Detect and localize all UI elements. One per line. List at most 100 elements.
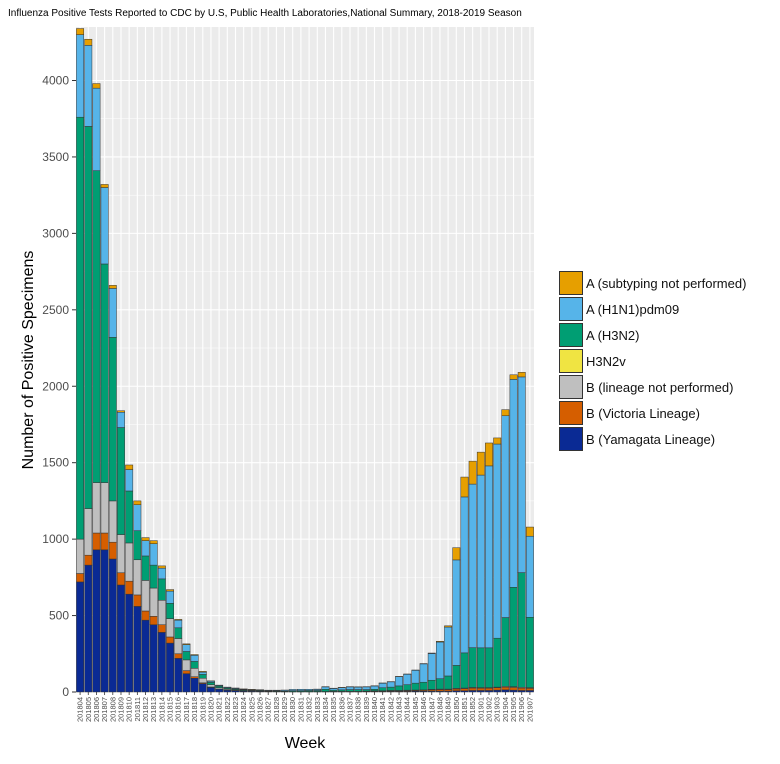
bar-segment-b-yamagata-lineage: [92, 549, 101, 693]
bar-segment-a-h3n2: [509, 587, 518, 687]
bar-segment-b-lineage-not-performed: [125, 542, 134, 582]
bar-segment-a-h3n2: [76, 116, 85, 540]
legend-item: A (H1N1)pdm09: [559, 296, 746, 322]
x-tick-label: 201809: [116, 697, 125, 722]
bar-segment-b-victoria-lineage: [517, 687, 526, 691]
x-tick-label: 201833: [313, 697, 322, 722]
bar-segment-b-yamagata-lineage: [166, 642, 174, 693]
legend-label: B (Victoria Lineage): [586, 405, 700, 421]
bar-segment-a-h1n1-pdm09: [296, 688, 305, 691]
bar-segment-a-subtyping-not-performed: [92, 83, 101, 89]
legend-label: H3N2v: [586, 353, 626, 369]
x-tick-label: 201808: [108, 697, 117, 722]
bar-segment-b-victoria-lineage: [182, 670, 191, 674]
x-tick-label: 201828: [272, 697, 281, 722]
x-tick-label: 201824: [239, 697, 248, 722]
bar-segment-a-h1n1-pdm09: [485, 465, 493, 649]
bar-segment-a-h1n1-pdm09: [125, 469, 134, 492]
x-tick-label: 201842: [386, 697, 395, 722]
bar-segment-a-h1n1-pdm09: [117, 411, 125, 428]
bar-segment-a-h3n2: [419, 681, 428, 691]
bar-segment-b-lineage-not-performed: [207, 684, 215, 688]
y-axis-title: Number of Positive Specimens: [20, 251, 37, 470]
bar-segment-a-h1n1-pdm09: [501, 415, 510, 618]
bar-segment-a-h1n1-pdm09: [468, 483, 477, 648]
x-tick-label: 201825: [247, 697, 256, 722]
bar-segment-b-lineage-not-performed: [174, 638, 183, 655]
y-tick-label: 3500: [42, 150, 69, 164]
bar-segment-a-h1n1-pdm09: [395, 676, 403, 687]
x-tick-label: 201847: [427, 697, 436, 722]
bar-segment-b-victoria-lineage: [149, 616, 158, 625]
legend-item: B (lineage not performed): [559, 374, 746, 400]
bar-segment-b-victoria-lineage: [174, 653, 183, 659]
x-tick-label: 201845: [411, 697, 420, 722]
bar-segment-b-yamagata-lineage: [207, 687, 215, 693]
bar-segment-a-subtyping-not-performed: [117, 410, 125, 413]
bar-segment-a-h1n1-pdm09: [403, 674, 412, 685]
x-tick-label: 201817: [182, 697, 191, 722]
bar-segment-b-yamagata-lineage: [117, 584, 125, 693]
bar-segment-b-lineage-not-performed: [149, 587, 158, 617]
bar-segment-a-h3n2: [346, 689, 354, 692]
bar-segment-a-h3n2: [149, 564, 158, 589]
bar-segment-b-yamagata-lineage: [182, 673, 191, 693]
x-tick-label: 201850: [452, 697, 461, 722]
bar-segment-b-victoria-lineage: [125, 580, 134, 595]
bar-segment-a-subtyping-not-performed: [182, 643, 191, 645]
x-tick-label: 201815: [166, 697, 175, 722]
x-tick-label: 201823: [231, 697, 240, 722]
bar-segment-b-victoria-lineage: [84, 554, 93, 566]
bar-segment-a-subtyping-not-performed: [76, 28, 85, 35]
bar-segment-a-h1n1-pdm09: [362, 686, 371, 690]
x-tick-label: 201827: [264, 697, 273, 722]
bar-segment-b-yamagata-lineage: [141, 619, 150, 693]
bar-segment-a-h1n1-pdm09: [264, 689, 273, 692]
bar-segment-a-subtyping-not-performed: [100, 184, 109, 188]
bar-segment-a-h1n1-pdm09: [444, 626, 453, 677]
bar-segment-a-h3n2: [190, 661, 199, 669]
bar-segment-b-yamagata-lineage: [509, 689, 518, 693]
bar-segment-b-victoria-lineage: [509, 687, 518, 691]
x-tick-label: 201806: [92, 697, 101, 722]
bar-segment-a-subtyping-not-performed: [468, 460, 477, 485]
x-tick-label: 201814: [157, 697, 166, 722]
x-axis: 201804 201805 201806 201807 201808 201809 2018…: [76, 692, 534, 722]
x-tick-label: 201906: [517, 697, 526, 722]
x-tick-label: 201820: [206, 697, 215, 722]
x-tick-label: 201812: [141, 697, 150, 722]
bar-segment-a-h3n2: [427, 679, 436, 690]
legend-swatch: [559, 427, 583, 451]
bar-segment-b-lineage-not-performed: [190, 668, 199, 677]
bar-segment-b-victoria-lineage: [141, 610, 150, 621]
legend-item: B (Victoria Lineage): [559, 400, 746, 426]
bar-segment-b-lineage-not-performed: [133, 559, 142, 596]
y-tick-label: 1500: [42, 456, 69, 470]
bar-segment-b-yamagata-lineage: [198, 683, 207, 693]
bar-segment-b-victoria-lineage: [501, 686, 510, 691]
x-tick-label: 201849: [444, 697, 453, 722]
bar-segment-a-h3n2: [485, 647, 493, 688]
bar-segment-a-h3n2: [493, 637, 502, 688]
bar-segment-a-subtyping-not-performed: [476, 451, 485, 476]
bar-segment-a-h3n2: [411, 682, 420, 691]
bar-segment-a-h1n1-pdm09: [174, 619, 183, 629]
x-tick-label: 201844: [403, 697, 412, 722]
x-tick-label: 201836: [337, 697, 346, 722]
bar-segment-a-subtyping-not-performed: [493, 437, 502, 445]
bar-segment-a-subtyping-not-performed: [509, 374, 518, 380]
x-tick-label: 201846: [419, 697, 428, 722]
bar-segment-a-h3n2: [395, 685, 403, 691]
bar-segment-a-h3n2: [378, 687, 387, 692]
bar-segment-b-yamagata-lineage: [84, 564, 93, 693]
bar-segment-a-h1n1-pdm09: [108, 288, 117, 338]
bar-segment-a-subtyping-not-performed: [166, 589, 174, 592]
x-tick-label: 201805: [84, 697, 93, 722]
bar-segment-a-h3n2: [141, 555, 150, 581]
legend-item: H3N2v: [559, 348, 746, 374]
bar-segment-a-h3n2: [100, 263, 109, 483]
x-tick-label: 201829: [280, 697, 289, 722]
bar-segment-b-yamagata-lineage: [100, 549, 109, 693]
legend-label: A (H1N1)pdm09: [586, 301, 680, 317]
bar-segment-b-lineage-not-performed: [182, 659, 191, 671]
